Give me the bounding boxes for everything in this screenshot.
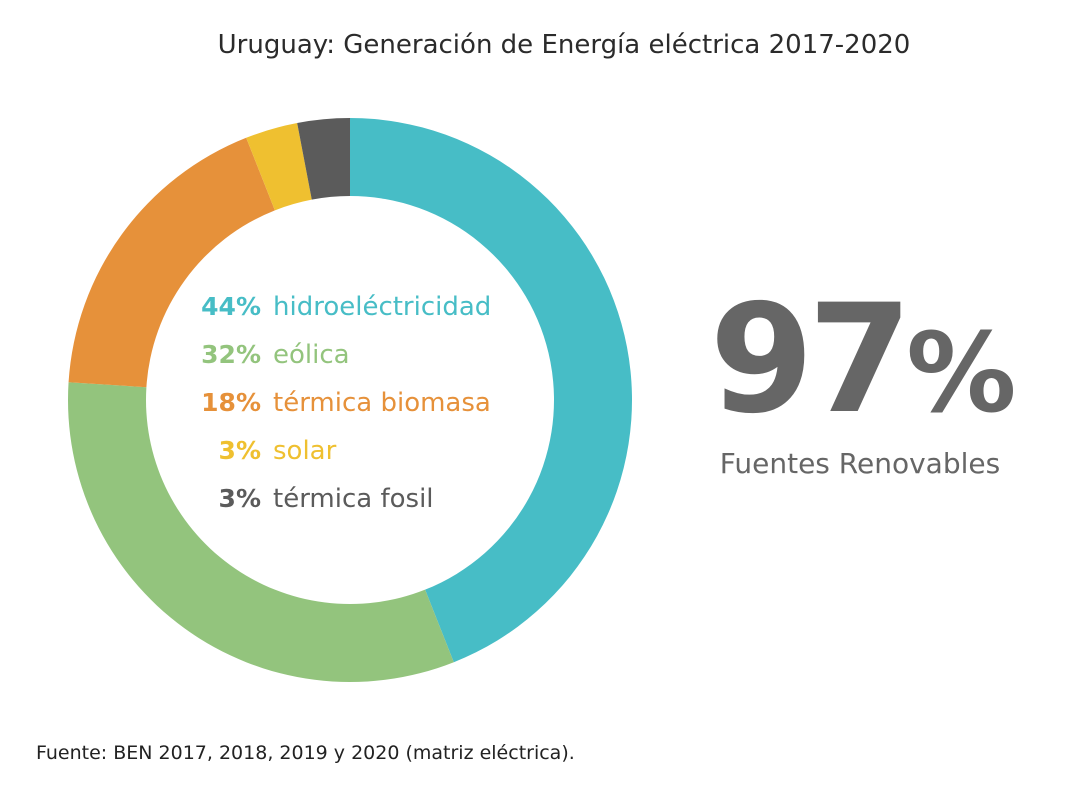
donut-slice-1 <box>350 118 632 663</box>
legend-label: térmica fosil <box>273 484 434 514</box>
source-note: Fuente: BEN 2017, 2018, 2019 y 2020 (mat… <box>36 742 575 764</box>
renewables-percentage: 97% <box>700 285 1020 435</box>
legend-item: 3% térmica fosil <box>130 484 520 532</box>
donut-slice-5 <box>297 118 350 200</box>
renewables-percent-sign: % <box>906 309 1016 437</box>
donut-slice-3 <box>68 137 275 388</box>
chart-title: Uruguay: Generación de Energía eléctrica… <box>217 30 911 60</box>
legend-label: hidroeléctricidad <box>273 292 492 322</box>
legend-label: solar <box>273 436 337 466</box>
legend: 44% hidroeléctricidad 32% eólica 18% térmica … <box>130 292 520 532</box>
legend-value: 18% <box>201 388 261 417</box>
legend-label: eólica <box>273 340 350 370</box>
legend-item: 18% térmica biomasa <box>130 388 520 436</box>
legend-value: 3% <box>218 484 261 513</box>
legend-item: 44% hidroeléctricidad <box>130 292 520 340</box>
legend-item: 3% solar <box>130 436 520 484</box>
renewables-label: Fuentes Renovables <box>719 447 1001 480</box>
donut-chart <box>68 118 632 682</box>
legend-value: 3% <box>218 436 261 465</box>
legend-label: térmica biomasa <box>273 388 491 418</box>
legend-value: 44% <box>201 292 261 321</box>
donut-slice-4 <box>246 122 312 211</box>
legend-item: 32% eólica <box>130 340 520 388</box>
legend-value: 32% <box>201 340 261 369</box>
donut-slice-2 <box>68 382 454 682</box>
renewables-value: 97 <box>709 273 913 447</box>
